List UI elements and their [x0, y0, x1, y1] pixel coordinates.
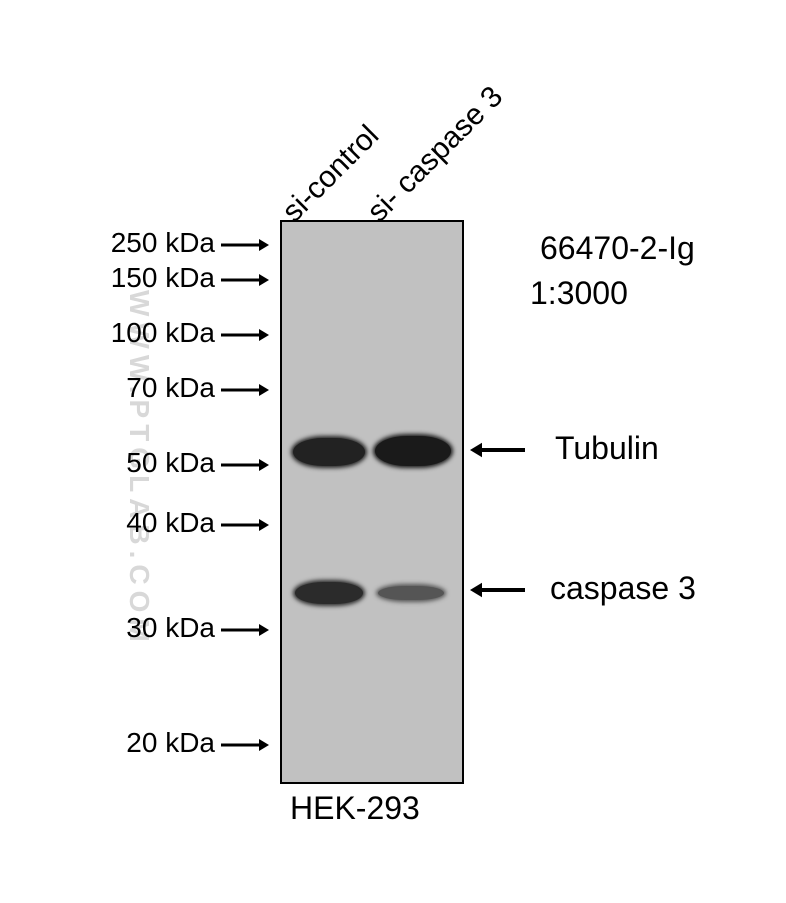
band-arrow [470, 438, 525, 467]
mw-tick-arrow [221, 515, 269, 540]
dilution-label: 1:3000 [530, 275, 628, 312]
mw-tick-label: 30 kDa [75, 612, 215, 644]
band-tubulin-lane2 [375, 436, 451, 466]
band-label: Tubulin [555, 430, 659, 467]
band-caspase3-lane1 [295, 582, 363, 604]
band-arrow [470, 578, 525, 607]
band-caspase3-lane2 [378, 586, 444, 600]
mw-tick-arrow [221, 620, 269, 645]
mw-tick-arrow [221, 270, 269, 295]
mw-tick-label: 40 kDa [75, 507, 215, 539]
band-tubulin-lane1 [293, 438, 365, 466]
antibody-id: 66470-2-Ig [540, 230, 695, 267]
band-label: caspase 3 [550, 570, 696, 607]
figure-canvas: WWW.PTGLAB.COM si-control si- caspase 3 … [0, 0, 786, 903]
mw-tick-arrow [221, 380, 269, 405]
mw-tick-label: 100 kDa [75, 317, 215, 349]
mw-tick-arrow [221, 235, 269, 260]
mw-tick-label: 70 kDa [75, 372, 215, 404]
mw-tick-label: 150 kDa [75, 262, 215, 294]
lane-header-2: si- caspase 3 [361, 80, 510, 229]
mw-tick-arrow [221, 455, 269, 480]
mw-tick-label: 20 kDa [75, 727, 215, 759]
mw-tick-arrow [221, 325, 269, 350]
mw-tick-label: 50 kDa [75, 447, 215, 479]
cell-line-label: HEK-293 [290, 790, 420, 827]
mw-tick-arrow [221, 735, 269, 760]
blot-region [280, 220, 464, 784]
mw-tick-label: 250 kDa [75, 227, 215, 259]
